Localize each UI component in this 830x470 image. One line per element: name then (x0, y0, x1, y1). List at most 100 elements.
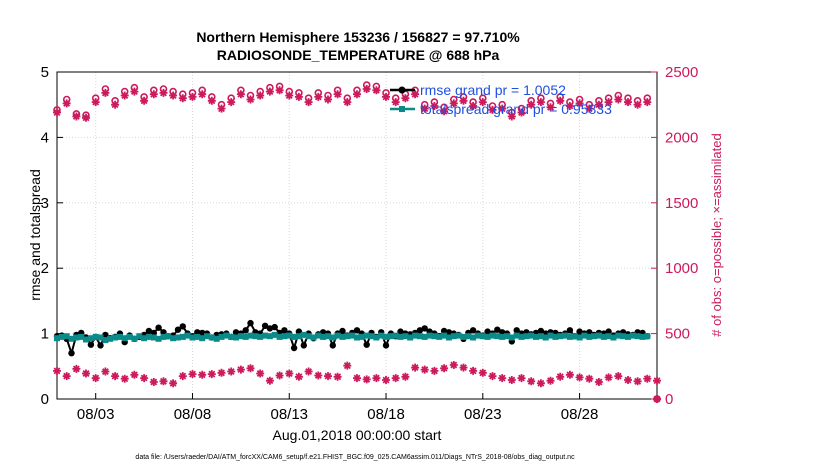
data-point (266, 333, 273, 340)
data-point (305, 333, 312, 340)
data-point (217, 104, 226, 113)
data-point (354, 334, 360, 341)
data-point (189, 334, 196, 341)
data-point (449, 99, 458, 108)
data-point (111, 372, 120, 381)
data-point (459, 96, 468, 105)
data-point (72, 112, 81, 121)
data-point (401, 94, 410, 103)
data-point (445, 329, 453, 336)
data-point (160, 329, 167, 336)
data-point (436, 333, 443, 340)
y-tick-label-left: 3 (41, 195, 49, 212)
data-point (107, 335, 114, 342)
data-point (508, 334, 515, 341)
data-point (78, 333, 85, 340)
data-point (421, 325, 428, 332)
data-point (517, 374, 526, 383)
data-point (397, 333, 404, 340)
data-point (363, 332, 370, 339)
data-point (557, 333, 564, 340)
data-point (223, 332, 230, 339)
data-point (290, 344, 298, 352)
data-point (237, 333, 244, 340)
data-point (605, 328, 612, 335)
data-point (102, 337, 109, 344)
data-point (262, 332, 269, 339)
data-point (120, 91, 129, 100)
data-point (228, 333, 235, 340)
data-point (300, 342, 307, 349)
data-point (581, 332, 588, 339)
data-point (242, 333, 249, 340)
data-point (402, 333, 409, 340)
series-totalspread (54, 331, 651, 344)
x-axis: 08/03 08/08 08/13 08/18 08/23 08/28 (77, 393, 598, 423)
data-point (82, 369, 90, 378)
data-point (102, 331, 109, 339)
data-point (498, 104, 507, 113)
data-point (236, 90, 245, 99)
data-point (179, 323, 186, 330)
data-point (610, 334, 617, 341)
data-point (324, 95, 332, 104)
data-point (382, 376, 390, 384)
data-point (265, 87, 274, 96)
data-point (633, 377, 642, 386)
data-point (615, 332, 622, 339)
data-point (450, 333, 457, 340)
grid (57, 71, 657, 400)
data-point (571, 333, 578, 340)
data-point (198, 370, 207, 379)
data-point (372, 374, 381, 383)
series-obs-assimilated (53, 85, 661, 403)
data-point (227, 98, 236, 107)
data-point (257, 333, 264, 340)
data-point (614, 372, 623, 381)
data-point (343, 98, 352, 107)
data-point (130, 370, 139, 379)
data-point (478, 368, 487, 377)
data-point (585, 374, 594, 383)
x-tick-label: 08/28 (561, 406, 599, 423)
data-point (412, 332, 419, 339)
data-point (605, 333, 612, 340)
y-tick-label-left: 0 (41, 391, 49, 408)
data-point (295, 333, 302, 340)
data-point (416, 333, 423, 340)
data-point (498, 374, 507, 383)
data-point (204, 333, 210, 340)
data-point (358, 333, 365, 340)
data-point (533, 333, 539, 340)
data-point (556, 96, 565, 105)
data-point (575, 99, 584, 108)
data-point (329, 342, 336, 349)
y-axis-right: 0 500 1000 1500 2000 2500 (651, 64, 698, 408)
data-point (179, 333, 186, 340)
legend-marker-rmse (398, 86, 406, 94)
data-point (382, 92, 390, 101)
data-point (527, 377, 536, 386)
data-point (92, 333, 99, 340)
data-point (391, 374, 400, 383)
data-point (595, 332, 602, 339)
data-point (175, 334, 181, 341)
data-point (387, 333, 394, 340)
data-point (145, 333, 152, 340)
y-tick-label-right: 1500 (665, 195, 698, 212)
data-point (431, 333, 438, 340)
data-point (536, 379, 545, 388)
data-point (586, 329, 593, 336)
data-point (140, 96, 149, 105)
data-point (455, 332, 462, 339)
data-point (194, 333, 201, 340)
chart-title-line2: RADIOSONDE_TEMPERATURE @ 688 hPa (217, 47, 500, 63)
data-point (420, 104, 429, 113)
data-point (333, 90, 342, 99)
data-point (440, 327, 448, 335)
data-point (295, 328, 303, 335)
data-point (145, 327, 153, 335)
data-point (594, 100, 603, 109)
data-point (499, 329, 506, 336)
